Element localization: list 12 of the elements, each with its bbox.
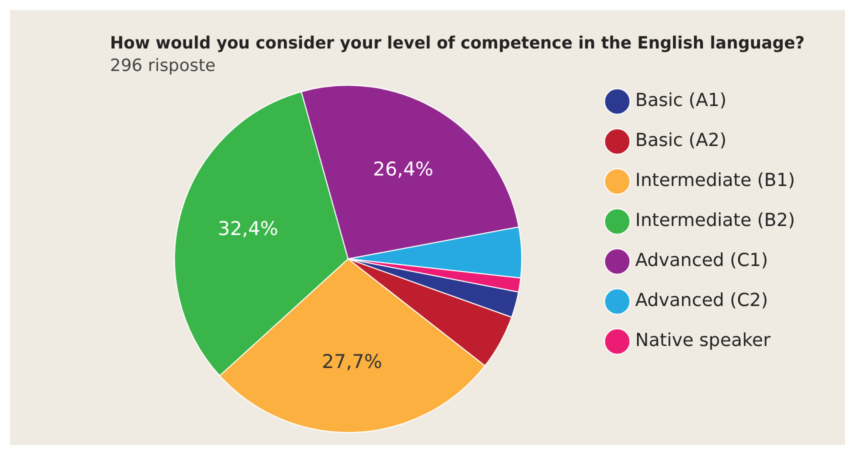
legend-label: Basic (A1) (635, 90, 726, 112)
data-label: 27,7% (322, 350, 382, 373)
legend-label: Intermediate (B2) (635, 210, 796, 232)
data-label: 26,4% (372, 158, 434, 180)
chart-title: How would you consider your level of competence in the English language? (110, 33, 805, 53)
legend-label: Basic (A2) (635, 130, 726, 152)
chart-subtitle: 296 risposte (110, 56, 216, 76)
legend-label: Advanced (C1) (635, 250, 768, 272)
legend-label: Advanced (C2) (635, 290, 768, 312)
legend-label: Native speaker (635, 330, 772, 352)
data-label: 32,4% (218, 218, 278, 240)
legend-label: Intermediate (B1) (635, 170, 796, 192)
